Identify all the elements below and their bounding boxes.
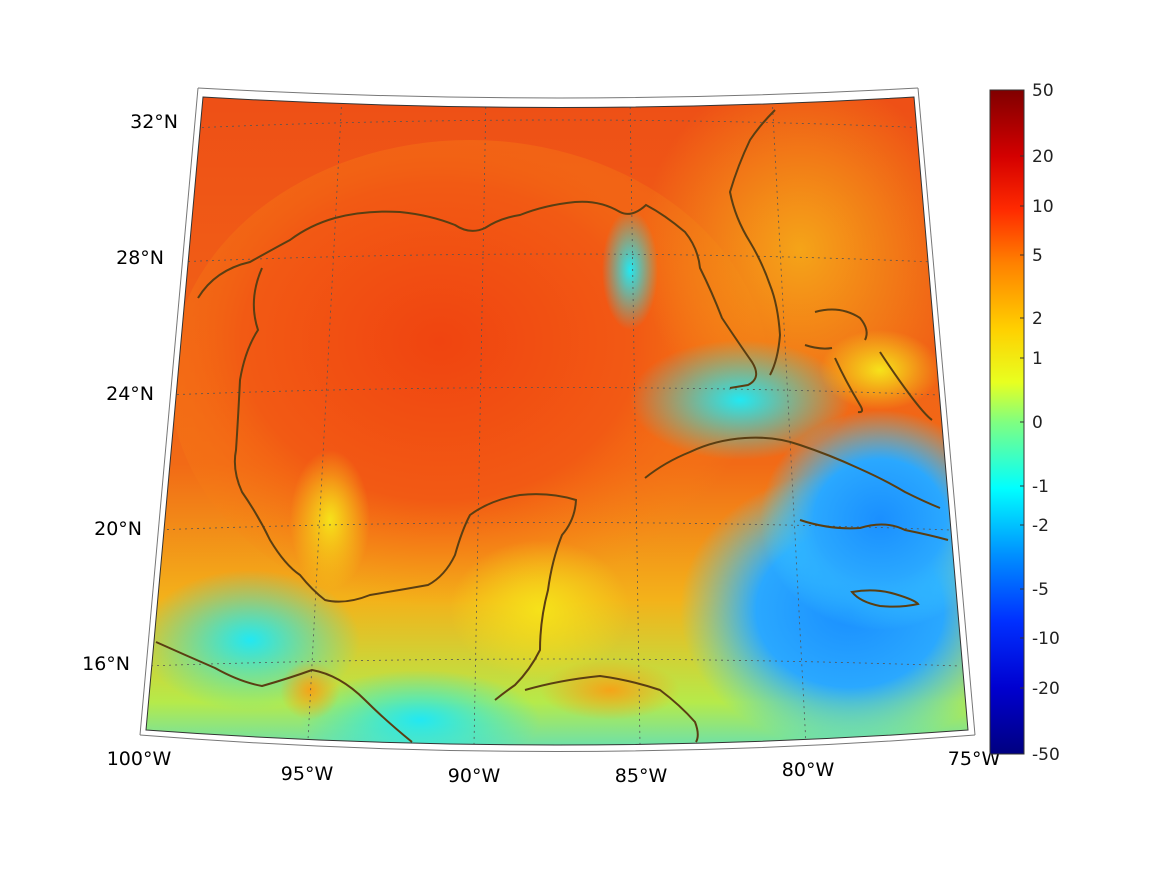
colorbar-tick-label: 20 <box>1032 147 1054 167</box>
bahamas-b <box>834 357 864 414</box>
gulf-coast-usa-mexico <box>197 200 758 389</box>
colorbar-tick-label: -5 <box>1032 580 1049 600</box>
colorbar-tick-label: -10 <box>1032 629 1060 649</box>
colorbar-tick-label: -20 <box>1032 679 1060 699</box>
latitude-labels: 32°N 28°N 24°N 20°N 16°N <box>82 111 178 675</box>
colorbar-tick-label: -1 <box>1032 477 1049 497</box>
jamaica <box>850 589 920 608</box>
longitude-labels: 100°W 95°W 90°W 85°W 80°W 75°W <box>107 748 1001 787</box>
florida-east-coast <box>728 109 782 376</box>
coastlines <box>155 109 949 743</box>
graticule <box>146 97 961 745</box>
hispaniola <box>799 519 949 541</box>
lat-label: 28°N <box>116 247 164 269</box>
lat-label: 32°N <box>130 111 178 133</box>
lat-label: 16°N <box>82 653 130 675</box>
lon-label: 85°W <box>615 765 668 787</box>
lon-label: 95°W <box>281 763 334 785</box>
bahamas-d <box>804 344 833 350</box>
bahamas-a <box>814 308 868 341</box>
frame-left-outer <box>139 87 199 736</box>
honduras-coast <box>524 674 699 743</box>
colorbar-gradient <box>989 89 1025 755</box>
colorbar-tick-label: 2 <box>1032 309 1043 329</box>
colorbar-tick-label: 1 <box>1032 349 1043 369</box>
colorbar-tick-label: -50 <box>1032 745 1060 765</box>
lat-label: 20°N <box>94 518 142 540</box>
frame-bottom-outer <box>139 734 976 752</box>
bahamas-c <box>879 351 933 421</box>
lon-label: 100°W <box>107 748 172 770</box>
colorbar-tick-label: -2 <box>1032 516 1049 536</box>
mexico-east-coast <box>233 267 578 701</box>
colorbar-tick-label: 5 <box>1032 246 1043 266</box>
cuba <box>644 436 941 509</box>
frame-top-outer <box>197 87 919 99</box>
map-frame <box>145 96 969 746</box>
colorbar-tick-label: 10 <box>1032 197 1054 217</box>
lon-label: 80°W <box>782 759 835 781</box>
colorbar-tick-label: 50 <box>1032 81 1054 101</box>
field-raster <box>146 97 968 745</box>
lon-label: 90°W <box>448 765 501 787</box>
lat-label: 24°N <box>106 383 154 405</box>
colorbar-tick-label: 0 <box>1032 413 1043 433</box>
frame-right-outer <box>917 87 976 736</box>
central-america-coast <box>155 641 413 743</box>
lon-label: 75°W <box>948 748 1001 770</box>
